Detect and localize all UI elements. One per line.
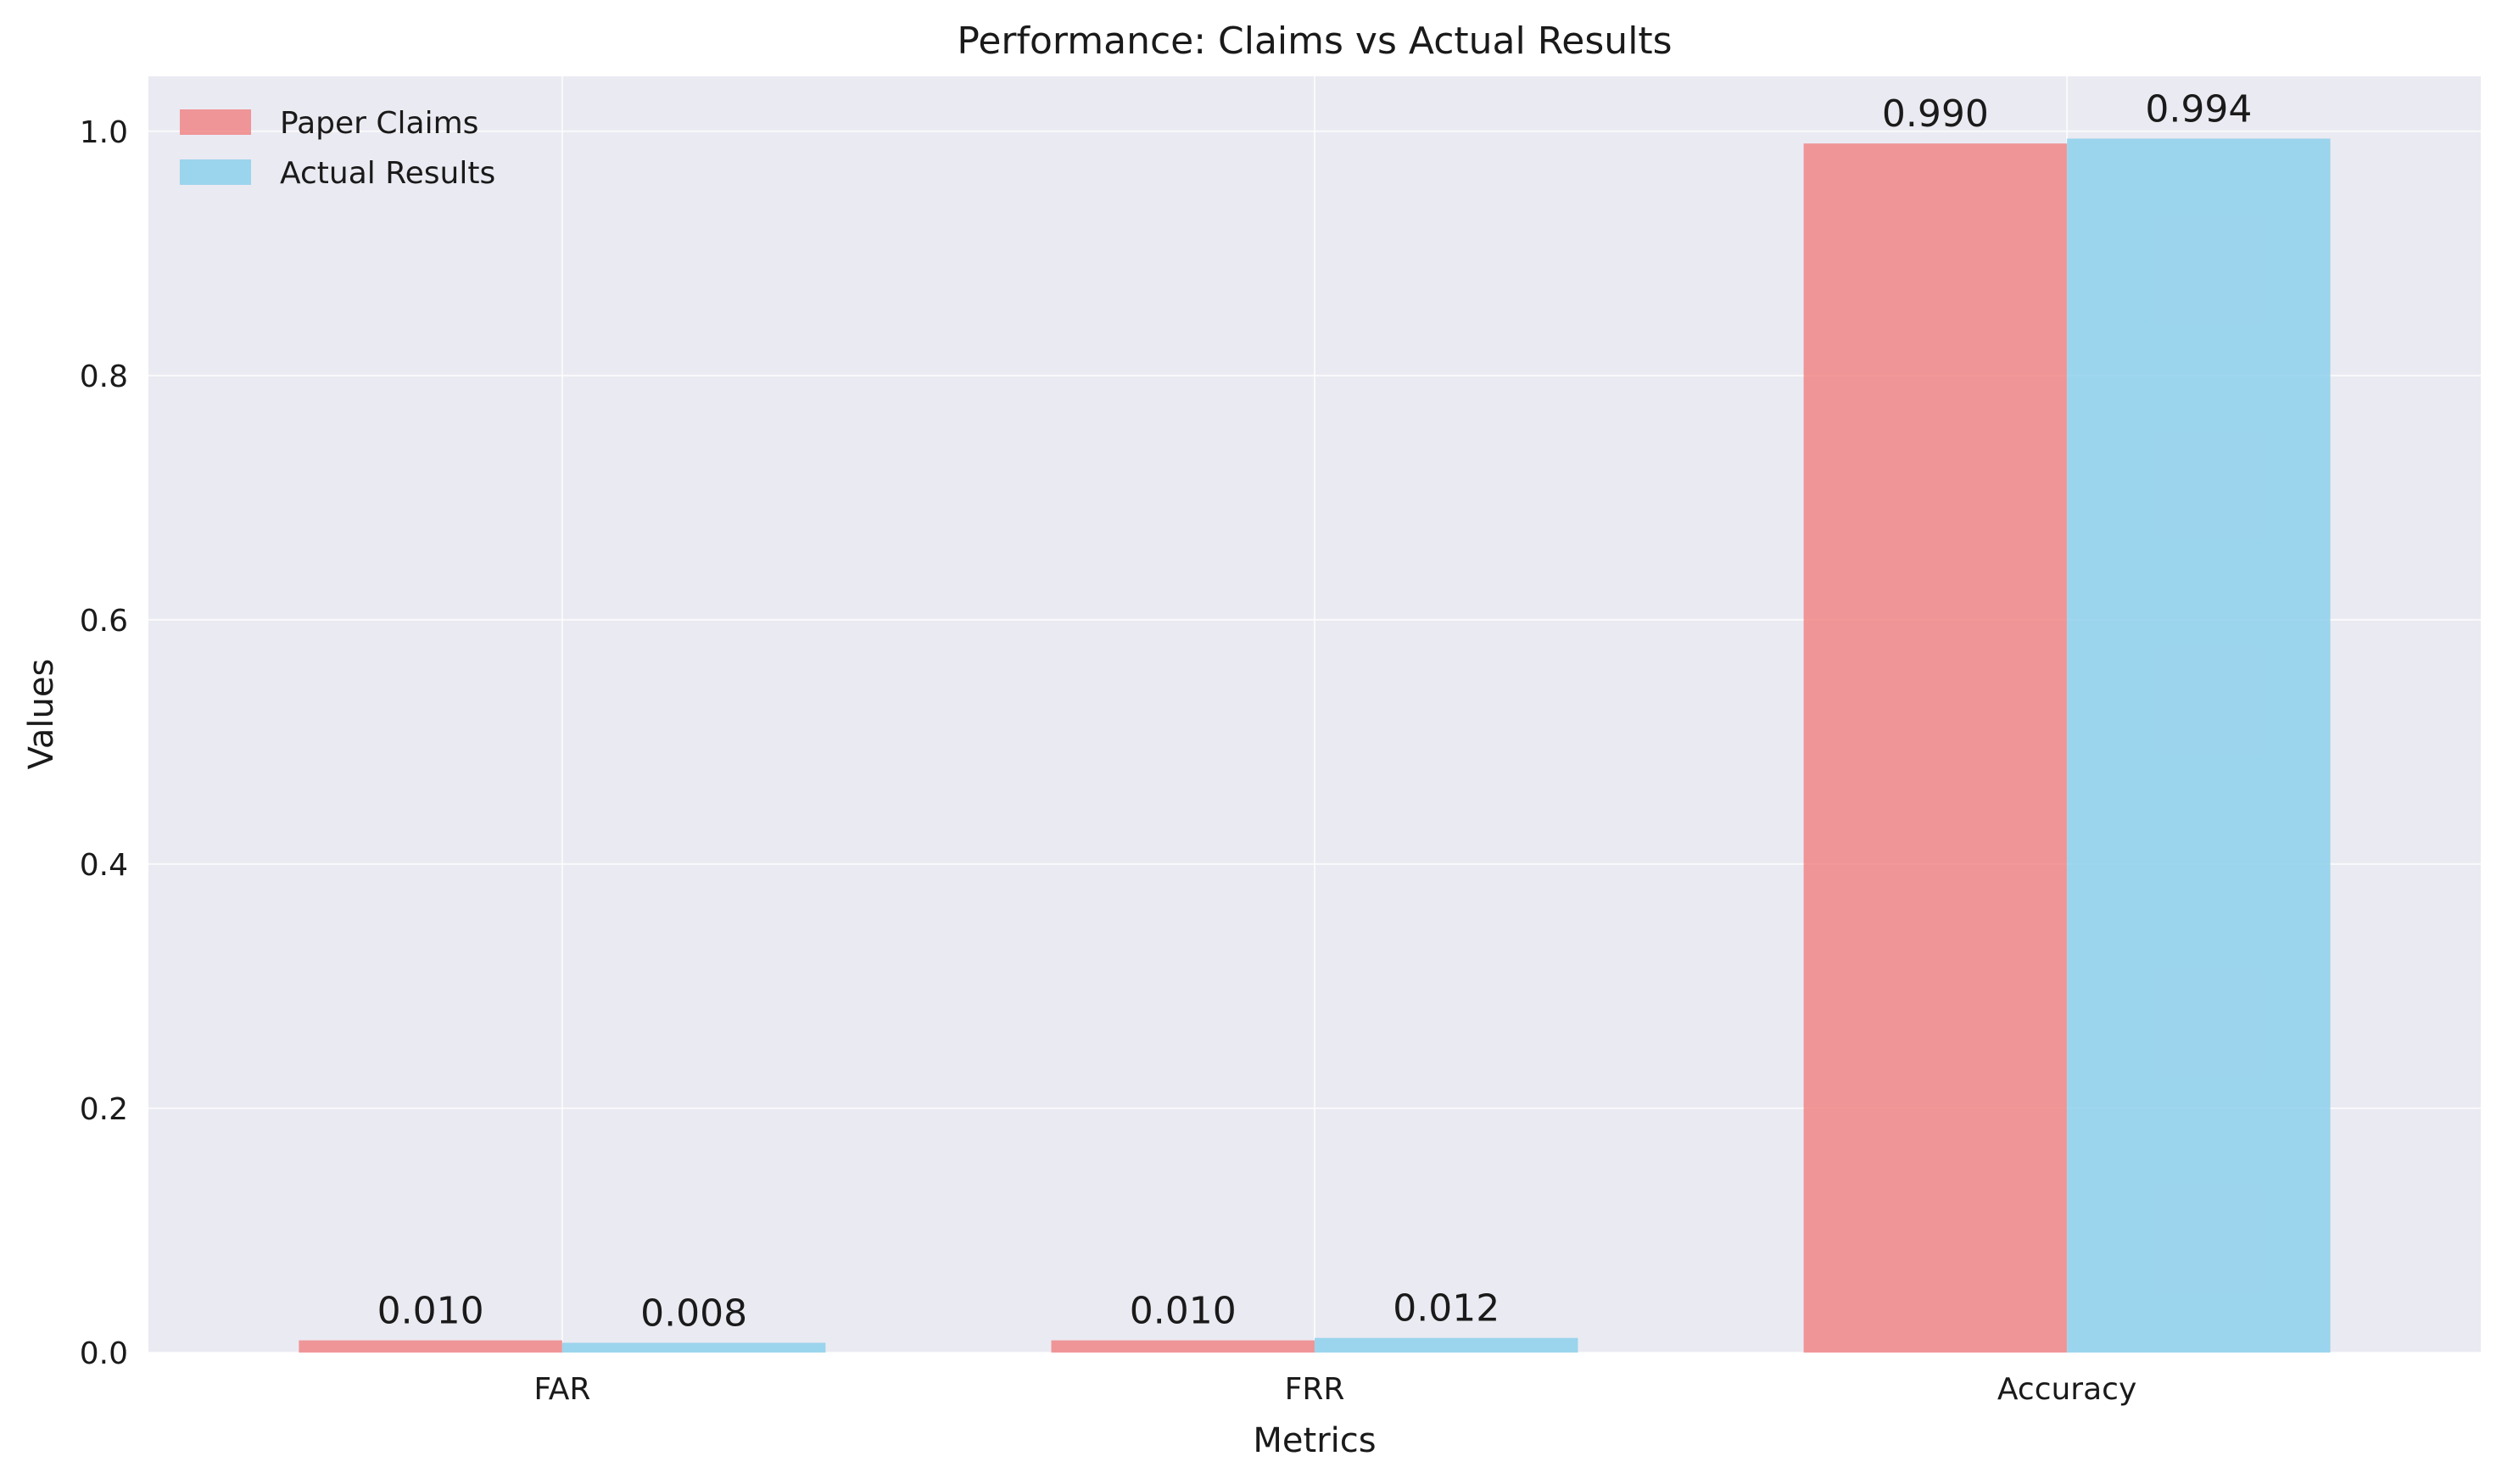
bar-value-label-actual-results-frr: 0.012 bbox=[1393, 1287, 1500, 1331]
bar-labels: 0.010 0.008 0.010 0.012 0.990 0.994 bbox=[377, 87, 2253, 1335]
bar-paper-claims-far bbox=[299, 1340, 562, 1353]
bar-value-label-paper-claims-accuracy: 0.990 bbox=[1882, 92, 1989, 136]
y-axis-label: Values bbox=[22, 659, 61, 770]
x-tick-label-accuracy: Accuracy bbox=[1997, 1372, 2136, 1407]
y-tick-label: 0.8 bbox=[80, 360, 128, 394]
x-tick-label-far: FAR bbox=[533, 1372, 590, 1407]
bar-value-label-paper-claims-frr: 0.010 bbox=[1130, 1290, 1237, 1333]
legend-label-actual-results: Actual Results bbox=[280, 156, 495, 191]
x-axis-ticks: FAR FRR Accuracy bbox=[533, 1372, 2136, 1407]
x-axis-label: Metrics bbox=[1253, 1421, 1376, 1460]
legend: Paper Claims Actual Results bbox=[180, 106, 495, 191]
legend-swatch-paper-claims bbox=[180, 109, 251, 135]
legend-swatch-actual-results bbox=[180, 159, 251, 185]
bar-actual-results-frr bbox=[1315, 1337, 1578, 1353]
y-tick-label: 0.4 bbox=[80, 848, 128, 883]
bar-actual-results-accuracy bbox=[2067, 138, 2331, 1353]
bar-value-label-actual-results-far: 0.008 bbox=[640, 1292, 747, 1335]
bar-value-label-paper-claims-far: 0.010 bbox=[377, 1290, 484, 1333]
chart-title: Performance: Claims vs Actual Results bbox=[957, 20, 1672, 63]
bar-paper-claims-accuracy bbox=[1803, 143, 2068, 1353]
legend-label-paper-claims: Paper Claims bbox=[280, 106, 478, 141]
bar-paper-claims-frr bbox=[1051, 1340, 1315, 1353]
bars bbox=[299, 138, 2331, 1353]
y-tick-label: 1.0 bbox=[80, 115, 128, 150]
x-tick-label-frr: FRR bbox=[1285, 1372, 1345, 1407]
y-tick-label: 0.2 bbox=[80, 1092, 128, 1127]
y-tick-label: 0.0 bbox=[80, 1336, 128, 1371]
bar-actual-results-far bbox=[561, 1342, 826, 1353]
y-tick-label: 0.6 bbox=[80, 604, 128, 639]
bar-value-label-actual-results-accuracy: 0.994 bbox=[2145, 87, 2252, 131]
y-axis-ticks: 0.0 0.2 0.4 0.6 0.8 1.0 bbox=[80, 115, 128, 1371]
